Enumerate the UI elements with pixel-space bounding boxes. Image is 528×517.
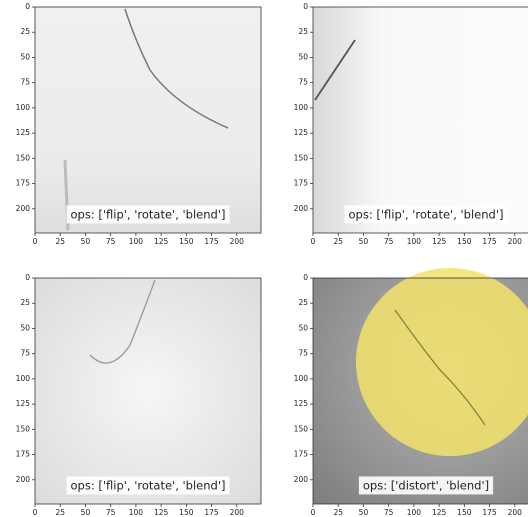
y-tick-label: 100 (294, 103, 309, 112)
annotation-box (344, 205, 508, 224)
x-tick-label: 200 (508, 237, 523, 246)
y-tick-label: 75 (20, 349, 30, 358)
x-tick-label: 0 (33, 508, 38, 517)
y-tick-label: 0 (25, 2, 30, 11)
y-tick-label: 175 (294, 179, 309, 188)
y-tick-label: 25 (20, 27, 30, 36)
y-tick-label: 125 (16, 399, 31, 408)
x-tick-label: 25 (55, 237, 65, 246)
x-tick-label: 100 (407, 237, 422, 246)
y-tick-label: 50 (20, 323, 30, 332)
x-tick-label: 125 (432, 508, 447, 517)
x-tick-label: 50 (81, 237, 91, 246)
x-tick-label: 175 (482, 237, 497, 246)
y-tick-label: 0 (303, 2, 308, 11)
x-tick-label: 175 (482, 508, 497, 517)
y-tick-label: 75 (20, 78, 30, 87)
axes-frame (34, 277, 262, 505)
annotation-box (66, 205, 230, 224)
image-2 (313, 7, 528, 233)
x-tick-label: 50 (81, 508, 91, 517)
x-tick-label: 50 (359, 508, 369, 517)
x-tick-label: 200 (230, 508, 245, 517)
x-tick-label: 125 (154, 508, 169, 517)
x-tick-label: 100 (129, 237, 144, 246)
x-tick-label: 200 (230, 237, 245, 246)
y-tick-label: 100 (294, 374, 309, 383)
y-tick-label: 100 (16, 103, 31, 112)
x-tick-label: 100 (129, 508, 144, 517)
image-1 (35, 7, 261, 233)
x-tick-label: 150 (457, 237, 472, 246)
y-tick-label: 175 (16, 450, 31, 459)
x-tick-label: 75 (384, 508, 394, 517)
y-tick-label: 150 (294, 153, 309, 162)
y-tick-label: 100 (16, 374, 31, 383)
x-tick-label: 25 (333, 508, 343, 517)
x-tick-label: 0 (311, 237, 316, 246)
y-tick-label: 50 (298, 52, 308, 61)
annotation-box (66, 476, 230, 495)
y-tick-label: 150 (16, 153, 31, 162)
y-tick-label: 175 (294, 450, 309, 459)
x-tick-label: 25 (333, 237, 343, 246)
y-tick-label: 50 (20, 52, 30, 61)
y-tick-label: 25 (20, 298, 30, 307)
y-tick-label: 125 (294, 128, 309, 137)
y-tick-label: 200 (294, 204, 309, 213)
annotation: ops: ['flip', 'rotate', 'blend'] (71, 207, 226, 221)
y-tick-label: 0 (25, 273, 30, 282)
x-tick-label: 150 (179, 237, 194, 246)
x-tick-label: 150 (457, 508, 472, 517)
image-3 (35, 278, 261, 504)
x-tick-label: 75 (106, 237, 116, 246)
y-tick-label: 0 (303, 273, 308, 282)
x-tick-label: 0 (311, 508, 316, 517)
annotation: ops: ['distort', 'blend'] (363, 478, 489, 492)
axes-frame (312, 6, 528, 234)
y-tick-label: 150 (294, 424, 309, 433)
x-tick-label: 75 (106, 508, 116, 517)
x-tick-label: 0 (33, 237, 38, 246)
y-tick-label: 25 (298, 298, 308, 307)
y-tick-label: 50 (298, 323, 308, 332)
axes-frame (312, 277, 528, 505)
y-tick-label: 75 (298, 78, 308, 87)
y-tick-label: 200 (16, 475, 31, 484)
annotation: ops: ['flip', 'rotate', 'blend'] (349, 207, 504, 221)
annotation-box (358, 476, 494, 495)
x-tick-label: 125 (432, 237, 447, 246)
x-tick-label: 175 (204, 237, 219, 246)
image-4 (313, 268, 528, 504)
x-tick-label: 100 (407, 508, 422, 517)
y-tick-label: 25 (298, 27, 308, 36)
y-tick-label: 125 (294, 399, 309, 408)
y-tick-label: 200 (294, 475, 309, 484)
x-tick-label: 200 (508, 508, 523, 517)
y-tick-label: 150 (16, 424, 31, 433)
y-tick-label: 175 (16, 179, 31, 188)
x-tick-label: 175 (204, 508, 219, 517)
x-tick-label: 125 (154, 237, 169, 246)
x-tick-label: 75 (384, 237, 394, 246)
annotation: ops: ['flip', 'rotate', 'blend'] (71, 478, 226, 492)
axes-frame (34, 6, 262, 234)
y-tick-label: 75 (298, 349, 308, 358)
x-tick-label: 25 (55, 508, 65, 517)
y-tick-label: 200 (16, 204, 31, 213)
y-tick-label: 125 (16, 128, 31, 137)
x-tick-label: 50 (359, 237, 369, 246)
x-tick-label: 150 (179, 508, 194, 517)
